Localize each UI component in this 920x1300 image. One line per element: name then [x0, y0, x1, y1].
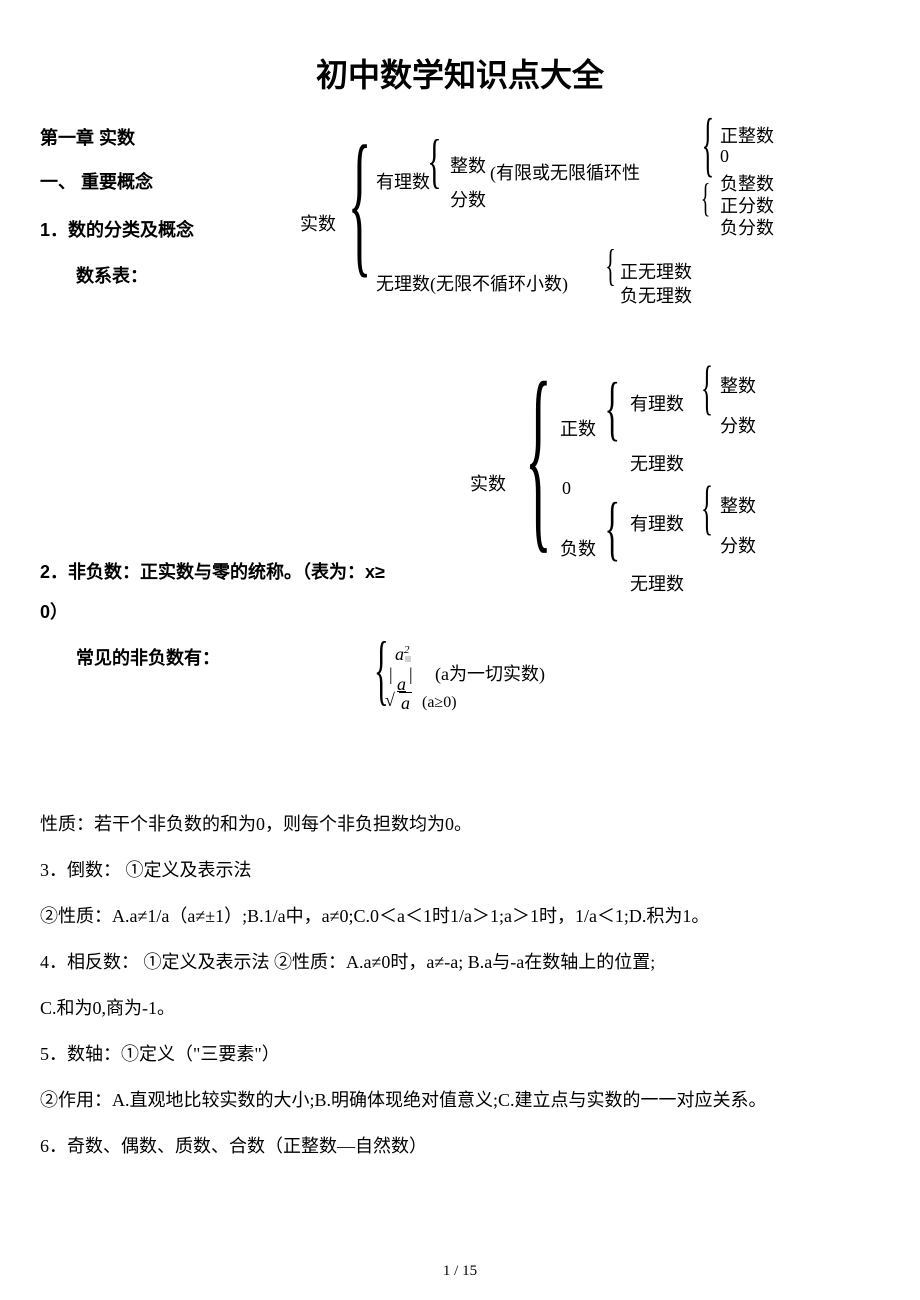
brace-icon: {: [605, 487, 621, 570]
nonneg-note2: (a≥0): [422, 694, 457, 712]
tree2-neg-rat: 有理数: [630, 510, 684, 536]
item-1-sub: 数系表：: [40, 258, 376, 294]
item-4: 4．相反数： ①定义及表示法 ②性质：A.a≠0时，a≠-a; B.a与-a在数…: [40, 944, 880, 980]
brace-icon: {: [701, 352, 713, 422]
tree1-root: 实数: [300, 210, 336, 236]
page-number: 1 / 15: [0, 1263, 920, 1280]
item-1: 1．数的分类及概念: [40, 212, 340, 248]
brace-icon: {: [605, 240, 616, 291]
tree2-root: 实数: [470, 470, 506, 496]
tree2-pos-frac: 分数: [720, 412, 756, 438]
tree2-zero: 0: [562, 478, 571, 499]
brace-icon: {: [702, 102, 715, 186]
tree2-neg: 负数: [560, 535, 596, 561]
item-5: 5．数轴：①定义（"三要素"）: [40, 1036, 880, 1072]
spacer: [40, 686, 880, 806]
item-5-props: ②作用：A.直观地比较实数的大小;B.明确体现绝对值意义;C.建立点与实数的一一…: [40, 1082, 880, 1118]
page: 初中数学知识点大全 第一章 实数 一、 重要概念 1．数的分类及概念 数系表： …: [0, 0, 920, 1300]
item-3: 3．倒数： ①定义及表示法: [40, 852, 880, 888]
tree1-negfrac: 负分数: [720, 214, 774, 240]
tree1-int: 整数: [450, 152, 486, 178]
tree2-pos-int: 整数: [720, 372, 756, 398]
document-title: 初中数学知识点大全: [40, 50, 880, 96]
abs-bar-right: |: [409, 664, 413, 685]
abs-bar-left: |: [389, 664, 393, 685]
tree1-frac: 分数: [450, 186, 486, 212]
artifact-dot: [405, 656, 411, 662]
sqrt-icon: √: [385, 690, 395, 711]
tree1-posint: 正整数: [720, 122, 774, 148]
tree2-pos-irr: 无理数: [630, 450, 684, 476]
tree2-neg-irr: 无理数: [630, 570, 684, 596]
brace-icon: {: [348, 110, 372, 295]
property-text: 性质：若干个非负数的和为0，则每个非负担数均为0。: [40, 806, 880, 842]
item-4-props: C.和为0,商为-1。: [40, 990, 880, 1026]
nonneg-note1: (a为一切实数): [435, 660, 545, 686]
tree1-zero: 0: [720, 146, 729, 167]
item-2: 2．非负数：正实数与零的统称。（表为：x≥: [40, 554, 880, 590]
chapter-heading: 第一章 实数: [40, 124, 340, 150]
nonneg-sqrt: a: [399, 692, 412, 714]
brace-icon: {: [701, 472, 713, 542]
brace-icon: {: [701, 174, 711, 221]
section-heading: 一、 重要概念: [40, 168, 340, 194]
item-3-props: ②性质：A.a≠1/a（a≠±1）;B.1/a中，a≠0;C.0＜a＜1时1/a…: [40, 898, 880, 934]
tree2-pos: 正数: [560, 415, 596, 441]
tree1-rational: 有理数: [376, 168, 430, 194]
tree1-negirr: 负无理数: [620, 282, 692, 308]
tree2-pos-rat: 有理数: [630, 390, 684, 416]
tree2-neg-int: 整数: [720, 492, 756, 518]
tree1-int-note: (有限或无限循环性: [490, 159, 640, 185]
item-6: 6．奇数、偶数、质数、合数（正整数—自然数）: [40, 1128, 880, 1164]
item-2-cont: 0）: [40, 594, 880, 630]
brace-icon: {: [427, 127, 441, 196]
tree1-posirr: 正无理数: [620, 258, 692, 284]
brace-icon: {: [605, 367, 621, 450]
tree2-neg-frac: 分数: [720, 532, 756, 558]
brace-icon: {: [525, 335, 552, 576]
tree1-irrational: 无理数(无限不循环小数): [376, 270, 568, 296]
